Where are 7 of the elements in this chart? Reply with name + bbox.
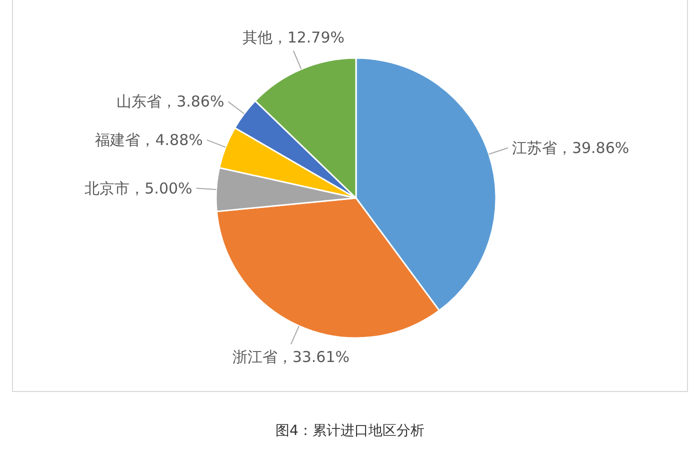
slice-label: 山东省，3.86%: [116, 92, 224, 111]
slice-label: 福建省，4.88%: [95, 130, 203, 149]
slice-label: 北京市，5.00%: [84, 179, 192, 198]
caption: 图4：累计进口地区分析: [276, 423, 424, 439]
slice-label: 浙江省，33.61%: [232, 348, 350, 366]
slice-label: 其他，12.79%: [242, 28, 345, 47]
slice-label: 江苏省，39.86%: [512, 138, 630, 157]
